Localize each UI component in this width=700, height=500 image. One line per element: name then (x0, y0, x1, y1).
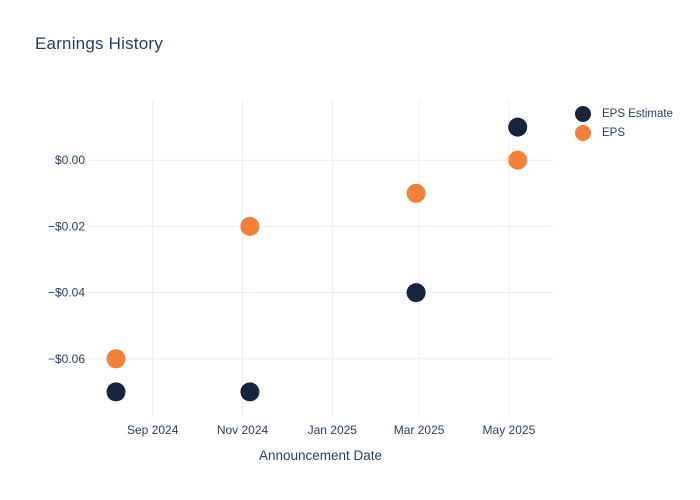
x-tick-label: Mar 2025 (394, 423, 445, 437)
data-point-eps[interactable] (240, 216, 260, 236)
y-tick-label: −$0.02 (48, 219, 85, 233)
data-point-eps[interactable] (406, 183, 426, 203)
y-tick-label: −$0.04 (48, 286, 85, 300)
legend-item-eps-estimate[interactable]: EPS Estimate (575, 104, 673, 123)
x-axis-title: Announcement Date (258, 448, 383, 463)
y-tick-label: $0.00 (55, 153, 85, 167)
y-tick-label: −$0.06 (48, 352, 85, 366)
eps-marker-icon (575, 124, 591, 141)
x-tick-label: Nov 2024 (217, 423, 269, 437)
chart-title: Earnings History (35, 34, 163, 53)
data-point-eps-estimate[interactable] (240, 382, 260, 402)
x-tick-label: Sep 2024 (127, 423, 179, 437)
x-tick-label: Jan 2025 (308, 423, 358, 437)
legend-item-eps[interactable]: EPS (575, 123, 673, 142)
data-point-eps-estimate[interactable] (508, 117, 528, 137)
data-point-eps[interactable] (106, 349, 126, 369)
data-point-eps[interactable] (508, 150, 528, 170)
data-point-eps-estimate[interactable] (406, 283, 426, 303)
legend: EPS Estimate EPS (575, 104, 673, 142)
legend-label-eps: EPS (602, 126, 626, 139)
eps-estimate-marker-icon (575, 105, 591, 122)
data-point-eps-estimate[interactable] (106, 382, 126, 402)
legend-label-eps-estimate: EPS Estimate (602, 107, 673, 120)
x-tick-label: May 2025 (483, 423, 536, 437)
